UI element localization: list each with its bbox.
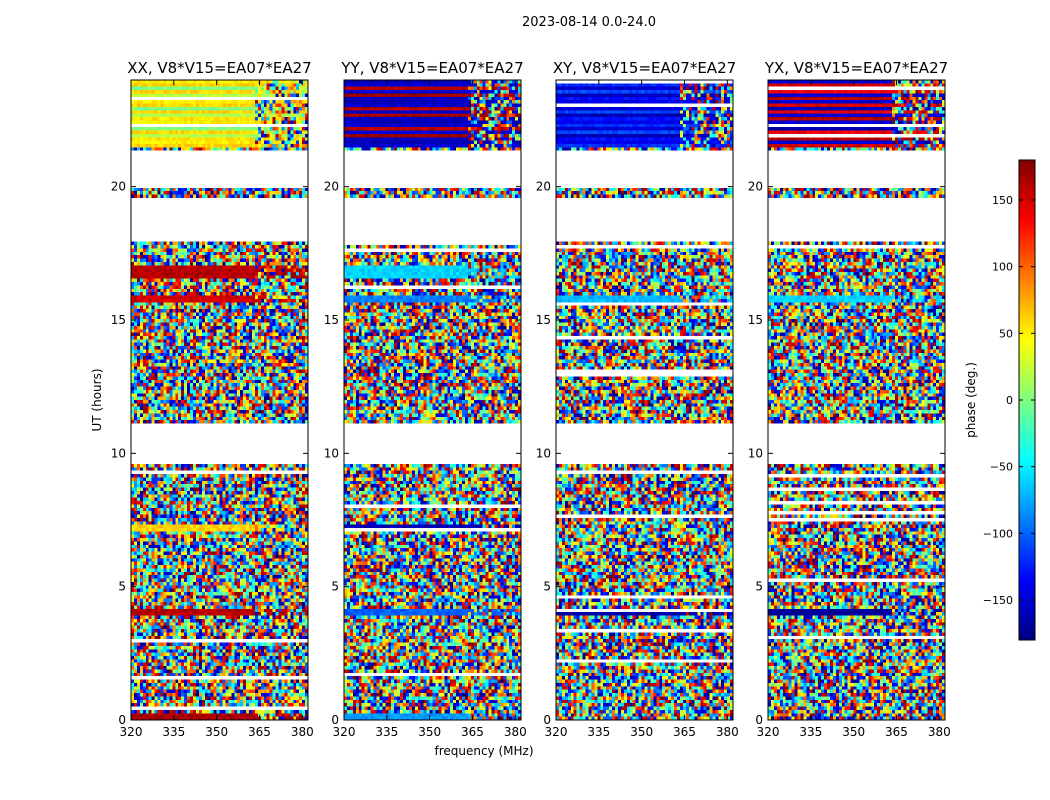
y-tick-label: 5 [118,580,126,594]
panel-1-heatmap [131,80,308,720]
y-tick-label: 10 [324,446,339,460]
colorbar-tick-label: −150 [983,594,1013,607]
y-tick-label: 20 [748,180,763,194]
x-tick-label: 380 [928,725,951,739]
panels-group: XX, V8*V15=EA07*EA27 320 335 350 365 380 0 5 10 1… [111,59,951,739]
colorbar-tick-label: 50 [999,327,1013,340]
colorbar-tick-label: 150 [992,194,1013,207]
y-tick-label: 15 [324,313,339,327]
panel-1: XX, V8*V15=EA07*EA27 320 335 350 365 380 0 5 10 1… [111,59,314,739]
panel-2-heatmap [344,80,521,720]
x-tick-label: 350 [418,725,441,739]
panel-3: XY, V8*V15=EA07*EA27 320 335 350 365 380 0 5 10 1… [536,59,739,739]
y-axis-label: UT (hours) [90,368,104,431]
y-tick-label: 20 [111,180,126,194]
y-tick-label: 5 [755,580,763,594]
x-tick-label: 350 [205,725,228,739]
x-tick-label: 335 [375,725,398,739]
y-tick-label: 0 [543,713,551,727]
x-tick-label: 335 [587,725,610,739]
x-tick-label: 320 [333,725,356,739]
colorbar-tick-label: 0 [1006,394,1013,407]
figure-suptitle: 2023-08-14 0.0-24.0 [522,15,656,30]
x-tick-label: 380 [291,725,314,739]
panel-4-frame [767,79,946,721]
colorbar-tick-label: −50 [990,461,1013,474]
x-tick-label: 350 [842,725,865,739]
x-tick-label: 335 [162,725,185,739]
x-tick-label: 320 [120,725,143,739]
y-tick-label: 20 [536,180,551,194]
x-tick-label: 365 [461,725,484,739]
panel-2: YY, V8*V15=EA07*EA27 320 335 350 365 380 0 5 10 1… [324,59,527,739]
panel-4: YX, V8*V15=EA07*EA27 320 335 350 365 380 0 5 10 1… [748,59,951,739]
x-tick-label: 380 [716,725,739,739]
panel-3-frame [555,79,734,721]
colorbar-tick-label: 100 [992,261,1013,274]
colorbar-tick-label: −100 [983,527,1013,540]
y-tick-label: 5 [331,580,339,594]
x-tick-label: 335 [799,725,822,739]
y-tick-label: 15 [111,313,126,327]
panel-4-heatmap [768,80,945,720]
panel-3-title: XY, V8*V15=EA07*EA27 [553,59,736,77]
y-tick-label: 0 [331,713,339,727]
panel-2-title: YY, V8*V15=EA07*EA27 [340,59,523,77]
panel-1-frame [130,79,309,721]
x-tick-label: 365 [673,725,696,739]
panel-2-frame [343,79,522,721]
y-tick-label: 10 [111,446,126,460]
panel-1-title: XX, V8*V15=EA07*EA27 [127,59,311,77]
y-tick-label: 10 [536,446,551,460]
y-tick-label: 5 [543,580,551,594]
y-tick-label: 15 [748,313,763,327]
y-tick-label: 15 [536,313,551,327]
colorbar-label: phase (deg.) [964,362,978,438]
panel-4-title: YX, V8*V15=EA07*EA27 [764,59,948,77]
y-tick-label: 0 [755,713,763,727]
x-tick-label: 320 [757,725,780,739]
x-axis-label: frequency (MHz) [434,744,533,758]
x-tick-label: 365 [885,725,908,739]
x-tick-label: 380 [504,725,527,739]
x-tick-label: 365 [248,725,271,739]
panel-3-heatmap [556,80,733,720]
y-tick-label: 20 [324,180,339,194]
colorbar: 150 100 50 0 −50 −100 −150 [983,159,1036,641]
y-tick-label: 10 [748,446,763,460]
x-tick-label: 320 [545,725,568,739]
y-tick-label: 0 [118,713,126,727]
x-tick-label: 350 [630,725,653,739]
